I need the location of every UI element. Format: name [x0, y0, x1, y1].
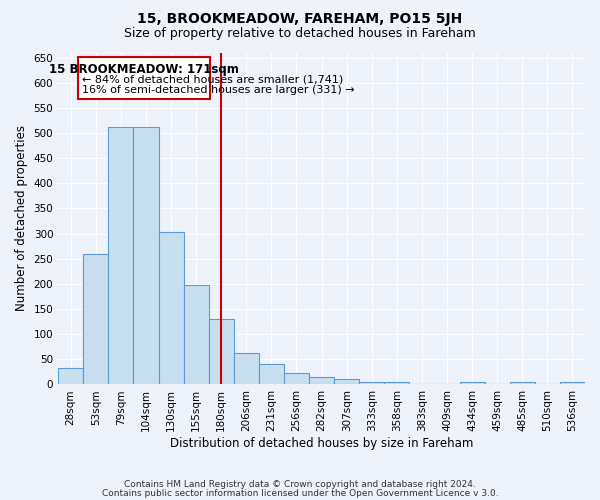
Bar — [334, 380, 359, 384]
Text: Size of property relative to detached houses in Fareham: Size of property relative to detached ho… — [124, 28, 476, 40]
Bar — [510, 382, 535, 384]
Bar — [184, 286, 209, 384]
Bar — [83, 254, 109, 384]
Bar — [560, 382, 585, 384]
Text: Contains HM Land Registry data © Crown copyright and database right 2024.: Contains HM Land Registry data © Crown c… — [124, 480, 476, 489]
Bar — [109, 127, 133, 384]
Text: 15, BROOKMEADOW, FAREHAM, PO15 5JH: 15, BROOKMEADOW, FAREHAM, PO15 5JH — [137, 12, 463, 26]
Bar — [259, 364, 284, 384]
Bar — [284, 373, 309, 384]
Bar — [133, 127, 158, 384]
Bar — [385, 382, 409, 384]
Y-axis label: Number of detached properties: Number of detached properties — [15, 126, 28, 312]
Bar — [209, 319, 234, 384]
X-axis label: Distribution of detached houses by size in Fareham: Distribution of detached houses by size … — [170, 437, 473, 450]
Bar — [58, 368, 83, 384]
Text: Contains public sector information licensed under the Open Government Licence v : Contains public sector information licen… — [101, 488, 499, 498]
Bar — [234, 353, 259, 384]
FancyBboxPatch shape — [78, 56, 210, 99]
Bar — [359, 382, 385, 384]
Bar — [460, 382, 485, 384]
Text: 15 BROOKMEADOW: 171sqm: 15 BROOKMEADOW: 171sqm — [49, 62, 239, 76]
Bar — [309, 377, 334, 384]
Bar — [158, 232, 184, 384]
Text: 16% of semi-detached houses are larger (331) →: 16% of semi-detached houses are larger (… — [82, 85, 355, 95]
Text: ← 84% of detached houses are smaller (1,741): ← 84% of detached houses are smaller (1,… — [82, 74, 343, 84]
